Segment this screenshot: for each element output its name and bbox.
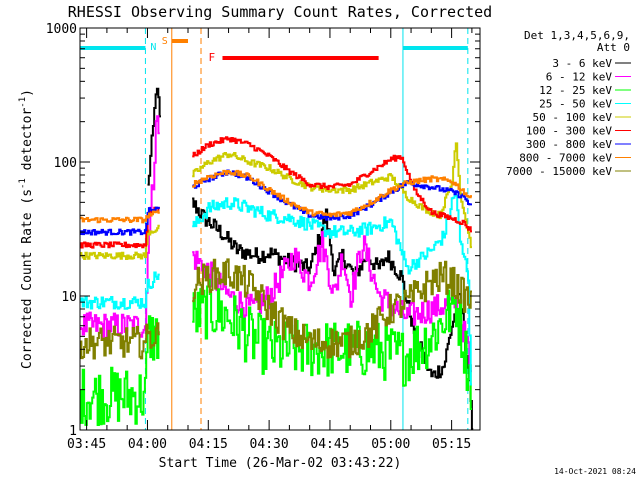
y-tick-label-1: 1 [69,424,77,439]
legend-header-line-1: Det 1,3,4,5,6,9, [524,29,630,42]
x-tick-label-6: 05:00 [371,437,410,452]
series-line-6 [80,136,472,249]
y-axis-label-main: Corrected Count Rate (s [20,189,35,369]
y-tick-label-4: 1000 [46,22,77,37]
legend-entry-2: 6 - 12 keV [546,71,613,84]
x-tick-label-4: 04:30 [250,437,289,452]
x-tick-label-3: 04:15 [189,437,228,452]
saa-flag-label: S [162,36,168,47]
legend-entry-4: 25 - 50 keV [539,98,612,111]
plot-layer: NS F [79,28,474,430]
legend-entry-3: 12 - 25 keV [539,84,612,97]
series-line-9 [80,258,472,360]
axes-layer: 1 10 100 1000 03:45 04:00 04:15 04:30 04:45 05:00… [46,22,480,452]
series-line-4 [80,193,472,386]
y-axis-label-end: ) [20,89,35,97]
x-axis-label: Start Time (26-Mar-02 03:43:22) [159,456,402,471]
legend-entry-6: 100 - 300 keV [526,125,612,138]
plot-frame [79,27,481,431]
y-tick-label-3: 100 [54,156,77,171]
legend-header-line-2: Att 0 [597,41,630,54]
x-tick-label-5: 04:45 [310,437,349,452]
y-tick-label-2: 10 [61,290,77,305]
legend-entry-7: 300 - 800 keV [526,138,612,151]
legend-entry-9: 7000 - 15000 keV [506,165,612,178]
series-line-3 [80,278,472,426]
chart-title: RHESSI Observing Summary Count Rates, Co… [68,3,492,21]
series-line-8 [80,169,472,224]
x-tick-label-2: 04:00 [128,437,167,452]
x-tick-label-7: 05:15 [432,437,471,452]
legend-entry-8: 800 - 7000 keV [519,152,612,165]
x-tick-label-1: 03:45 [67,437,106,452]
y-axis-label-sup2: -1 [18,97,28,108]
y-axis-label-mid: detector [20,108,35,179]
flare-flag-label: F [208,51,215,64]
y-axis-label: Corrected Count Rate (s-1 detector-1) [18,89,35,369]
y-axis-label-sup1: -1 [18,178,28,189]
legend-entry-1: 3 - 6 keV [552,57,612,70]
generation-timestamp: 14-Oct-2021 08:24 [554,467,636,476]
legend-entry-5: 50 - 100 keV [533,111,613,124]
night-flag-label: N [150,42,156,53]
